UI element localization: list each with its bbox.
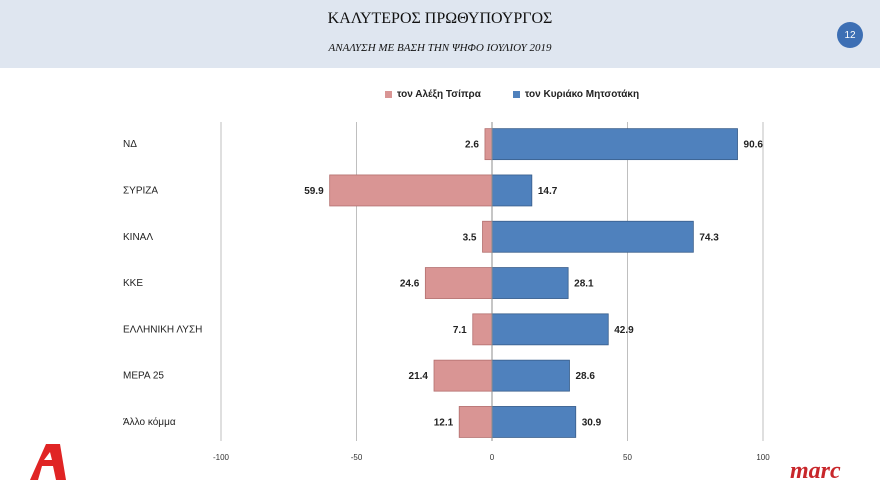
page-title: ΚΑΛΥΤΕΡΟΣ ΠΡΩΘΥΠΟΥΡΓΟΣ	[327, 10, 553, 27]
bar-tsipras	[424, 267, 493, 299]
legend-label-tsipras: τον Αλέξη Τσίπρα	[397, 88, 481, 100]
bar-tsipras	[458, 406, 493, 438]
legend-swatch-mitsotakis	[512, 90, 520, 98]
data-label-mitsotakis: 74.3	[699, 232, 719, 243]
data-label-mitsotakis: 14.7	[538, 186, 558, 197]
data-label-tsipras: 21.4	[409, 371, 429, 382]
bar-tsipras	[482, 220, 493, 253]
x-tick-label: -50	[351, 453, 363, 462]
data-label-tsipras: 24.6	[400, 279, 420, 290]
bar-tsipras	[433, 359, 493, 392]
bar-tsipras	[472, 313, 493, 346]
data-label-mitsotakis: 30.9	[582, 417, 602, 428]
data-label-tsipras: 59.9	[304, 186, 324, 197]
bar-mitsotakis	[491, 174, 533, 207]
x-tick-label: 0	[490, 453, 495, 462]
category-label: Άλλο κόμμα	[123, 416, 176, 428]
legend-label-mitsotakis: τον Κυριάκο Μητσοτάκη	[524, 88, 640, 100]
bar-tsipras	[329, 174, 493, 207]
legend-item-tsipras: τον Αλέξη Τσίπρα	[385, 89, 481, 100]
legend-item-mitsotakis: τον Κυριάκο Μητσοτάκη	[512, 88, 640, 100]
page-number-badge: 12	[837, 22, 863, 48]
category-label: ΜΕΡΑ 25	[123, 371, 164, 382]
chart-legend: τον Αλέξη Τσίπρα τον Κυριάκο Μητσοτάκη	[385, 87, 671, 101]
data-label-mitsotakis: 28.6	[576, 371, 596, 382]
category-label: ΚΙΝΑΛ	[123, 232, 153, 243]
data-label-tsipras: 3.5	[463, 232, 477, 243]
data-label-tsipras: 2.6	[465, 140, 479, 151]
page-subtitle: ΑΝΑΛΥΣΗ ΜΕ ΒΑΣΗ ΤΗΝ ΨΗΦΟ ΙΟΥΛΙΟΥ 2019	[328, 42, 552, 54]
bar-mitsotakis	[491, 128, 738, 161]
bar-tsipras	[484, 128, 493, 161]
bar-mitsotakis	[491, 359, 570, 392]
category-label: ΕΛΛΗΝΙΚΗ ΛΥΣΗ	[123, 324, 202, 335]
data-label-mitsotakis: 28.1	[574, 279, 594, 290]
data-label-tsipras: 12.1	[434, 417, 454, 428]
marc-logo: marc	[790, 458, 841, 484]
bar-mitsotakis	[491, 406, 577, 438]
x-tick-label: 100	[756, 453, 770, 462]
bar-mitsotakis	[491, 267, 569, 299]
category-label: ΚΚΕ	[123, 278, 143, 289]
header-banner: ΚΑΛΥΤΕΡΟΣ ΠΡΩΘΥΠΟΥΡΓΟΣ ΑΝΑΛΥΣΗ ΜΕ ΒΑΣΗ Τ…	[0, 0, 880, 68]
x-tick-label: -100	[213, 453, 230, 462]
alpha-tv-logo	[30, 444, 66, 480]
bar-mitsotakis	[491, 220, 694, 253]
category-label: ΝΔ	[123, 139, 137, 150]
data-label-tsipras: 7.1	[453, 325, 467, 336]
category-label: ΣΥΡΙΖΑ	[123, 185, 158, 196]
data-label-mitsotakis: 42.9	[614, 325, 634, 336]
x-tick-label: 50	[623, 453, 632, 462]
legend-swatch-tsipras	[385, 90, 392, 98]
data-label-mitsotakis: 90.6	[744, 140, 764, 151]
bar-mitsotakis	[491, 313, 609, 346]
